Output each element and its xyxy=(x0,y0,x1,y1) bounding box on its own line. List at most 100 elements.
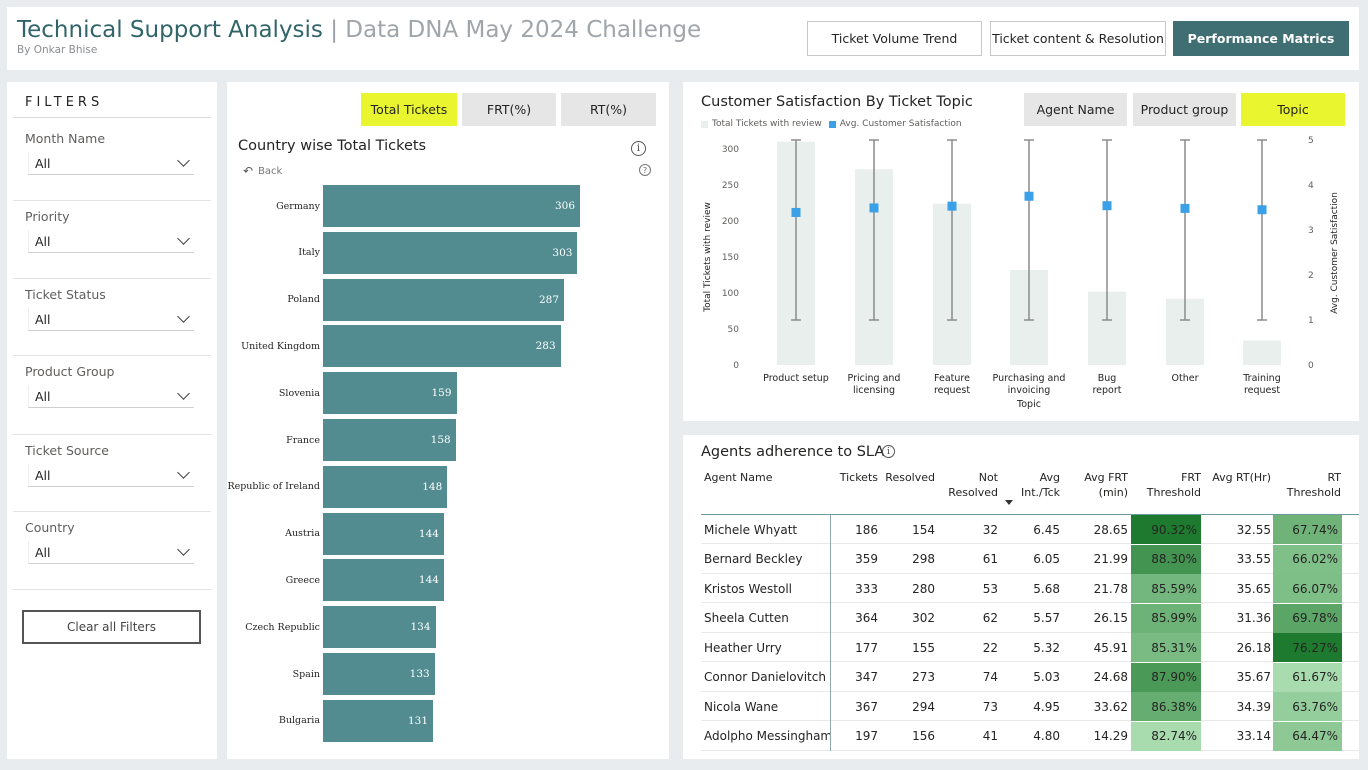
cell-frt-threshold: 85.59% xyxy=(1131,574,1201,603)
bar[interactable] xyxy=(323,465,448,508)
column-header[interactable]: RT Threshold xyxy=(1286,471,1341,499)
column-header[interactable]: Avg RT(Hr) xyxy=(1212,471,1271,484)
table-row[interactable]: Michele Whyatt 186 154 32 6.45 28.65 90.32% 32.… xyxy=(701,515,1359,544)
column-header[interactable]: Agent Name xyxy=(704,471,773,484)
bar-value-label: 131 xyxy=(407,714,429,727)
bar-row[interactable]: Slovenia 159 xyxy=(227,372,669,415)
back-button[interactable]: ↶ Back xyxy=(243,164,282,178)
bar-row[interactable]: Germany 306 xyxy=(227,185,669,227)
cell-avg-rt: 33.55 xyxy=(1236,552,1271,566)
column-header[interactable]: Tickets xyxy=(839,471,878,484)
back-label: Back xyxy=(258,165,283,177)
table-row[interactable]: Connor Danielovitch 347 273 74 5.03 24.68 87.9… xyxy=(701,662,1359,692)
y-left-tick: 100 xyxy=(722,289,739,299)
bar[interactable] xyxy=(323,185,580,227)
bar-row[interactable]: Italy 303 xyxy=(227,231,669,274)
info-icon[interactable]: i xyxy=(882,445,895,458)
priority-dropdown[interactable]: All xyxy=(28,230,194,253)
bar[interactable] xyxy=(323,231,578,274)
bar[interactable] xyxy=(323,559,444,602)
chevron-down-icon xyxy=(177,154,190,167)
y-right-tick: 2 xyxy=(1308,271,1314,281)
bar[interactable] xyxy=(323,372,457,415)
x-category-label: Pricing and licensing xyxy=(848,373,901,396)
satisfaction-card: Customer Satisfaction By Ticket Topic Ag… xyxy=(683,82,1359,421)
table-row[interactable]: Bernard Beckley 359 298 61 6.05 21.99 88.30% 33… xyxy=(701,544,1359,574)
column-header[interactable]: Avg FRT (min) xyxy=(1084,471,1128,499)
bar-row[interactable]: United Kingdom 283 xyxy=(227,325,669,368)
bar-value-label: 158 xyxy=(430,434,451,446)
bar[interactable] xyxy=(323,606,436,649)
bar-row[interactable]: Poland 287 xyxy=(227,278,669,321)
column-header[interactable]: Not Resolved xyxy=(948,471,998,499)
tab-rt[interactable]: RT(%) xyxy=(561,93,656,126)
ticket-status-dropdown[interactable]: All xyxy=(28,308,194,331)
bar-row[interactable]: Republic of Ireland 148 xyxy=(227,465,669,508)
tab-frt[interactable]: FRT(%) xyxy=(462,93,556,126)
column-header[interactable]: Resolved xyxy=(885,471,935,484)
tab-product-group[interactable]: Product group xyxy=(1133,93,1236,126)
satisfaction-point[interactable] xyxy=(1102,201,1112,211)
table-row[interactable]: Sheela Cutten 364 302 62 5.57 26.15 85.99% 31.3… xyxy=(701,603,1359,633)
table-row[interactable]: Kristos Westoll 333 280 53 5.68 21.78 85.59% 35… xyxy=(701,574,1359,603)
column-header[interactable]: FRT Threshold xyxy=(1146,471,1201,499)
ticket-source-dropdown[interactable]: All xyxy=(28,464,194,487)
filter-divider xyxy=(13,278,211,279)
bar-row[interactable]: Greece 144 xyxy=(227,559,669,602)
cell-avg-int: 5.68 xyxy=(1033,581,1060,596)
nav-ticket-volume-trend[interactable]: Ticket Volume Trend xyxy=(807,21,982,56)
bar[interactable] xyxy=(323,512,444,555)
satisfaction-point[interactable] xyxy=(869,203,879,213)
table-row[interactable]: Heather Urry 177 155 22 5.32 45.91 85.31% 26.18… xyxy=(701,633,1359,662)
cell-frt-threshold: 87.90% xyxy=(1131,662,1201,692)
x-category-label: Training request xyxy=(1242,373,1281,396)
y-left-tick: 300 xyxy=(722,145,739,155)
tab-agent-name[interactable]: Agent Name xyxy=(1024,93,1127,126)
bar[interactable] xyxy=(323,653,435,695)
satisfaction-point[interactable] xyxy=(791,207,801,217)
nav-ticket-content-resolution[interactable]: Ticket content & Resolution xyxy=(990,21,1166,56)
cell-frt-threshold: 86.38% xyxy=(1131,692,1201,721)
satisfaction-point[interactable] xyxy=(1024,191,1034,201)
bar[interactable] xyxy=(323,419,456,461)
bar-category-label: United Kingdom xyxy=(241,340,320,352)
satisfaction-point[interactable] xyxy=(947,201,957,211)
clear-all-filters-button[interactable]: Clear all Filters xyxy=(22,610,201,644)
dropdown-value: All xyxy=(35,311,51,327)
tab-total-tickets[interactable]: Total Tickets xyxy=(361,93,457,126)
country-dropdown[interactable]: All xyxy=(28,541,194,564)
satisfaction-point[interactable] xyxy=(1180,203,1190,213)
info-icon[interactable]: i xyxy=(631,141,646,156)
cell-rt-threshold: 76.27% xyxy=(1273,633,1342,662)
bar-row[interactable]: Spain 133 xyxy=(227,653,669,695)
bar-row[interactable]: Bulgaria 131 xyxy=(227,699,669,742)
legend-label-satisfaction: Avg. Customer Satisfaction xyxy=(839,119,962,129)
tab-topic[interactable]: Topic xyxy=(1241,93,1345,126)
table-row[interactable]: Nicola Wane 367 294 73 4.95 33.62 86.38% 34.39 6… xyxy=(701,692,1359,721)
cell-tickets: 186 xyxy=(855,522,878,537)
product-group-dropdown[interactable]: All xyxy=(28,385,194,408)
cell-not-resolved: 22 xyxy=(982,640,998,655)
filter-divider xyxy=(13,200,211,201)
help-icon[interactable]: ? xyxy=(639,164,651,176)
tickets-bar[interactable] xyxy=(1243,340,1281,365)
month-name-dropdown[interactable]: All xyxy=(28,152,194,175)
cell-resolved: 273 xyxy=(912,670,935,684)
legend-label-tickets: Total Tickets with review xyxy=(712,119,822,129)
bar-row[interactable]: Austria 144 xyxy=(227,512,669,555)
nav-performance-matrics[interactable]: Performance Matrics xyxy=(1173,21,1349,56)
bar[interactable] xyxy=(323,325,561,368)
sla-title: Agents adherence to SLA xyxy=(701,444,885,460)
column-header[interactable]: Avg Int./Tck xyxy=(1021,471,1060,499)
satisfaction-point[interactable] xyxy=(1257,205,1267,215)
bar[interactable] xyxy=(323,278,565,321)
bar-row[interactable]: France 158 xyxy=(227,419,669,461)
cell-rt-threshold: 66.02% xyxy=(1273,544,1342,574)
bar[interactable] xyxy=(323,699,434,742)
table-row[interactable]: Adolpho Messingham 197 156 41 4.80 14.29 82.74… xyxy=(701,721,1359,751)
bar-row[interactable]: Czech Republic 134 xyxy=(227,606,669,649)
sort-desc-icon[interactable] xyxy=(1005,500,1013,505)
dropdown-value: All xyxy=(35,388,51,404)
legend-swatch-satisfaction xyxy=(828,120,836,128)
title-separator: | xyxy=(322,17,346,43)
